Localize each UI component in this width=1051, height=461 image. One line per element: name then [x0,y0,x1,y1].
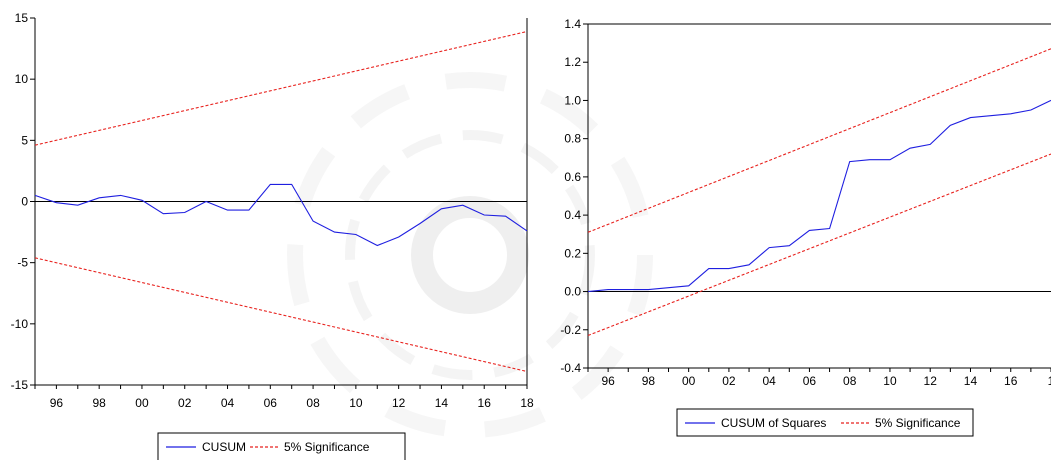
chart1-x-tick-label: 06 [264,396,278,410]
chart1-legend-box [157,432,406,460]
chart1-x-tick-label: 96 [50,396,64,410]
chart1-y-tick-label: 0 [21,195,28,209]
chart1-x-tick-label: 02 [178,396,192,410]
chart2-x-tick-label: 16 [1004,374,1018,388]
chart2-y-tick-label: 0.0 [564,285,581,299]
chart2-legend-label-cusum: CUSUM of Squares [721,416,826,430]
chart2-legend-box [676,408,974,437]
chart2-x-tick-label: 02 [722,374,736,388]
chart2-y-tick-label: 0.6 [564,170,581,184]
chart1-x-tick-label: 04 [221,396,235,410]
chart1-legend-label-cusum: CUSUM [202,440,246,454]
chart2-y-tick-label: 1.4 [564,17,581,31]
chart1-x-tick-label: 00 [135,396,149,410]
chart1-y-tick-label: 10 [15,72,29,86]
chart1-x-tick-label: 18 [520,396,534,410]
chart1-upper-significance-line [34,30,528,146]
chart1-x-tick-label: 98 [92,396,106,410]
chart1-lower-significance-line [34,257,528,373]
chart2-x-tick-label: 98 [642,374,656,388]
chart2-x-tick-label: 04 [762,374,776,388]
chart2-x-tick-label: 10 [883,374,897,388]
chart2-legend-label-significance: 5% Significance [875,416,961,430]
chart2-x-tick-label: 14 [964,374,978,388]
chart2-cusum-series-line [587,99,1051,293]
chart2-y-tick-label: 1.2 [564,55,581,69]
chart2-y-tick-label: 1.0 [564,93,581,107]
chart1-y-tick-label: 15 [15,11,29,25]
chart2-x-tick-label: 06 [803,374,817,388]
chart1-y-tick-label: -10 [11,317,29,331]
chart1-legend-label-significance: 5% Significance [284,440,370,454]
chart1-y-tick-label: -15 [11,378,29,392]
chart1-cusum-series-line [34,183,528,247]
chart1-x-tick-label: 08 [306,396,320,410]
chart2-x-tick-label: 12 [924,374,938,388]
chart2-y-tick-label: 0.4 [564,208,581,222]
chart1-x-tick-label: 14 [435,396,449,410]
chart1-y-tick-label: -5 [17,256,28,270]
chart2-x-tick-label: 96 [601,374,615,388]
chart1-x-tick-label: 12 [392,396,406,410]
chart2-x-tick-label: 00 [682,374,696,388]
chart1-x-tick-label: 10 [349,396,363,410]
chart2-y-tick-label: -0.2 [560,323,581,337]
chart2-upper-significance-line [587,48,1051,233]
chart2-y-tick-label: -0.4 [560,361,581,375]
chart2-x-tick-label: 08 [843,374,857,388]
chart2-lower-significance-line [587,153,1051,337]
chart2-x-tick-label: 1 [1048,374,1051,388]
chart2-y-tick-label: 0.8 [564,132,581,146]
chart1-y-tick-label: 5 [21,133,28,147]
chart2-y-tick-label: 0.2 [564,246,581,260]
chart1-x-tick-label: 16 [478,396,492,410]
